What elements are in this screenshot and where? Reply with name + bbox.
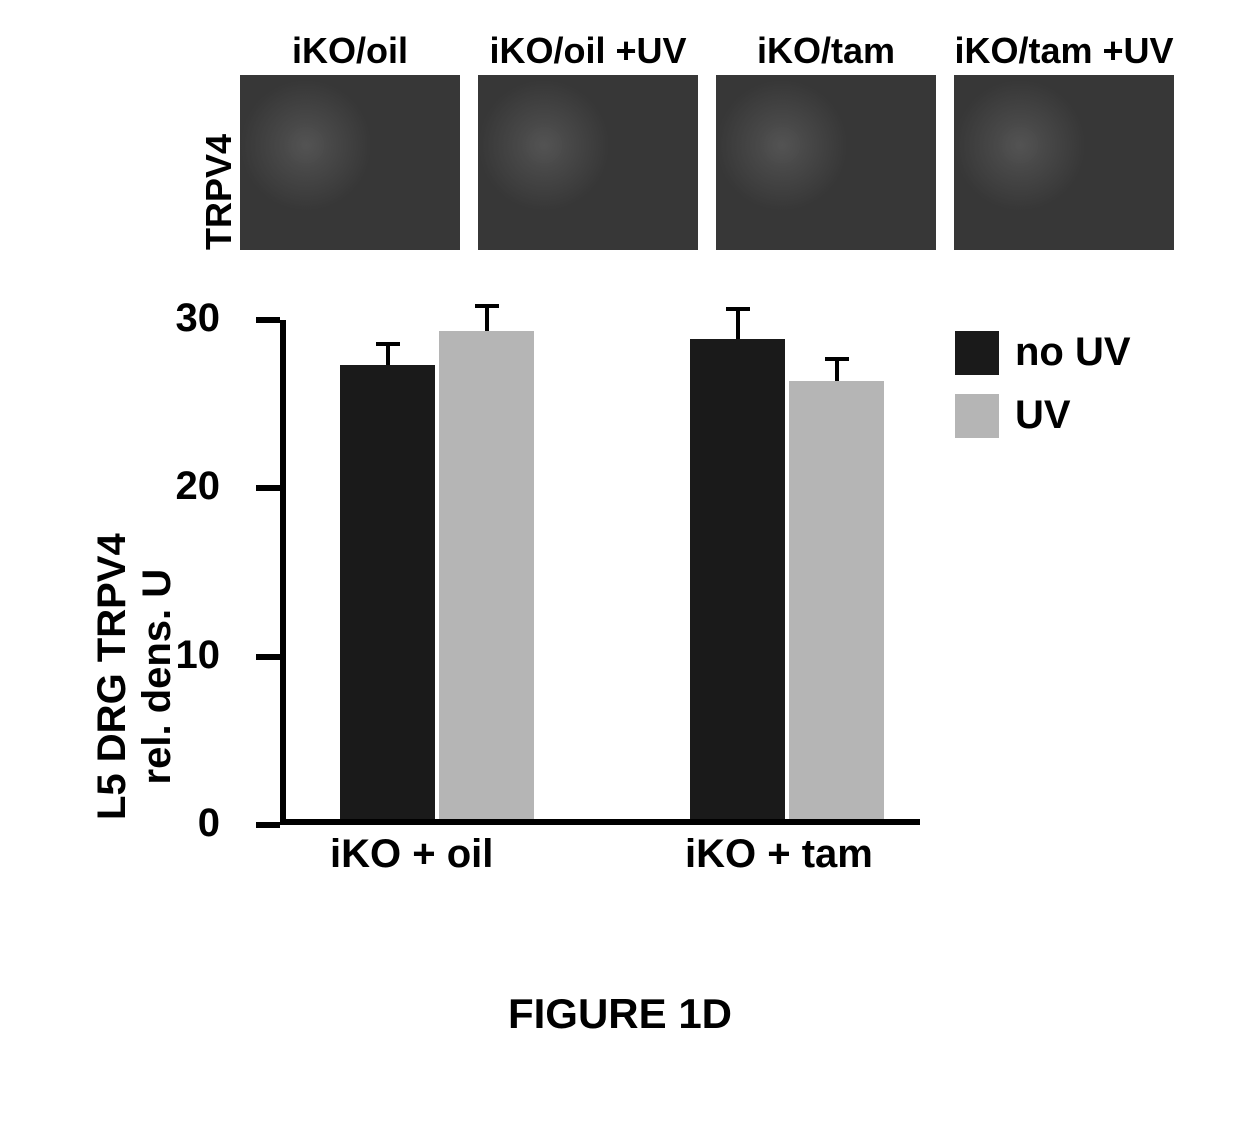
- chart-bar: [789, 381, 884, 819]
- chart-ylabel-line1: L5 DRG TRPV4: [90, 533, 134, 820]
- bar-chart-plot: 0102030: [280, 320, 920, 825]
- x-category-label: iKO + oil: [330, 832, 493, 877]
- image-panel-label: iKO/tam: [716, 30, 936, 72]
- error-bar-line: [386, 344, 390, 364]
- image-panel-label: iKO/tam +UV: [954, 30, 1174, 72]
- error-bar-cap: [475, 304, 499, 308]
- image-panels-row: iKO/oil iKO/oil +UV iKO/tam iKO/tam +UV: [240, 75, 1180, 275]
- y-axis-tick: [256, 485, 280, 491]
- figure-container: TRPV4 iKO/oil iKO/oil +UV iKO/tam iKO/ta…: [0, 0, 1240, 1125]
- chart-bar: [439, 331, 534, 819]
- x-category-label: iKO + tam: [685, 832, 873, 877]
- chart-bar: [340, 365, 435, 820]
- legend-swatch: [955, 394, 999, 438]
- legend-label: no UV: [1015, 330, 1131, 375]
- y-axis-tick-label: 0: [140, 801, 220, 846]
- image-row-vertical-label: TRPV4: [198, 134, 240, 250]
- y-axis-tick-label: 30: [140, 296, 220, 341]
- image-panel: [240, 75, 460, 250]
- chart-bar: [690, 339, 785, 819]
- image-panel-wrap: iKO/tam +UV: [954, 75, 1174, 275]
- error-bar-line: [835, 359, 839, 381]
- image-panel-wrap: iKO/oil: [240, 75, 460, 275]
- error-bar-cap: [726, 307, 750, 311]
- y-axis-tick: [256, 654, 280, 660]
- image-panel-wrap: iKO/tam: [716, 75, 936, 275]
- error-bar-line: [736, 309, 740, 339]
- error-bar-cap: [376, 342, 400, 346]
- image-panel: [716, 75, 936, 250]
- image-panel-label: iKO/oil: [240, 30, 460, 72]
- y-axis-tick-label: 10: [140, 633, 220, 678]
- legend-swatch: [955, 331, 999, 375]
- legend-item: UV: [955, 393, 1131, 438]
- legend-item: no UV: [955, 330, 1131, 375]
- y-axis-line: [280, 320, 286, 825]
- error-bar-cap: [825, 357, 849, 361]
- image-panel: [478, 75, 698, 250]
- y-axis-tick-label: 20: [140, 464, 220, 509]
- image-panel-label: iKO/oil +UV: [478, 30, 698, 72]
- image-panel: [954, 75, 1174, 250]
- chart-legend: no UV UV: [955, 330, 1131, 456]
- legend-label: UV: [1015, 393, 1071, 438]
- y-axis-tick: [256, 317, 280, 323]
- image-panel-wrap: iKO/oil +UV: [478, 75, 698, 275]
- y-axis-tick: [256, 822, 280, 828]
- error-bar-line: [485, 306, 489, 331]
- figure-caption: FIGURE 1D: [0, 990, 1240, 1038]
